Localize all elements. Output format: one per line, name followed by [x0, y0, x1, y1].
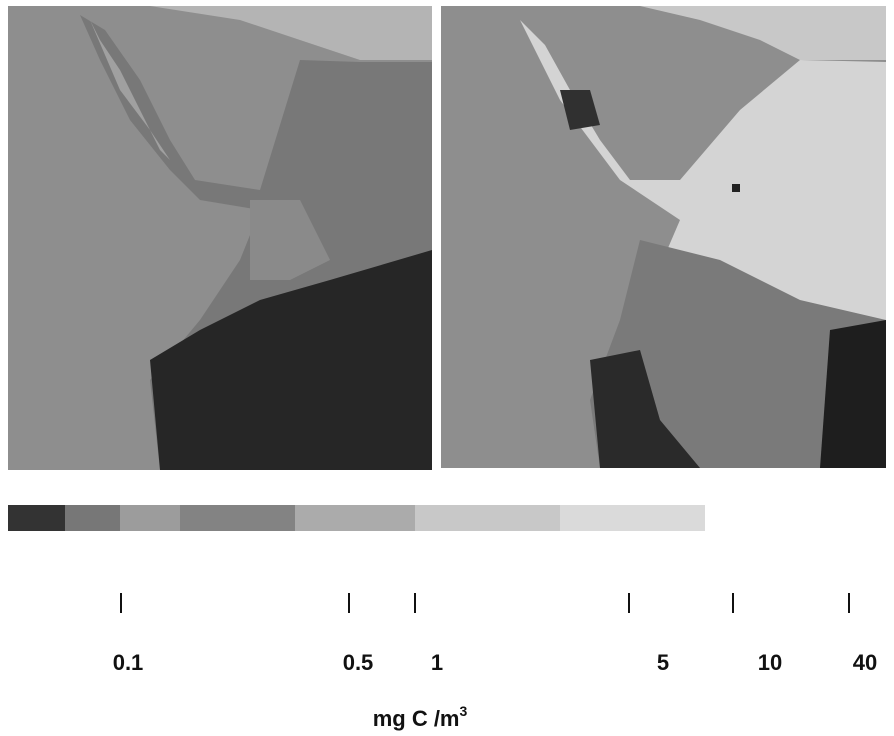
tick-label: 40	[853, 650, 877, 675]
tick-label: 5	[657, 650, 669, 675]
tick-label: 0.1	[113, 650, 144, 675]
colorbar-ticks	[120, 593, 850, 613]
unit-label: mg C /m3	[373, 703, 468, 731]
unit-superscript: 3	[460, 703, 468, 719]
unit-text: mg C /m	[373, 706, 460, 731]
tick-label: 1	[431, 650, 443, 675]
tick-label: 0.5	[343, 650, 374, 675]
right-map	[441, 6, 886, 468]
left-map	[8, 6, 432, 470]
colorbar	[8, 505, 705, 531]
tick-label: 10	[758, 650, 782, 675]
